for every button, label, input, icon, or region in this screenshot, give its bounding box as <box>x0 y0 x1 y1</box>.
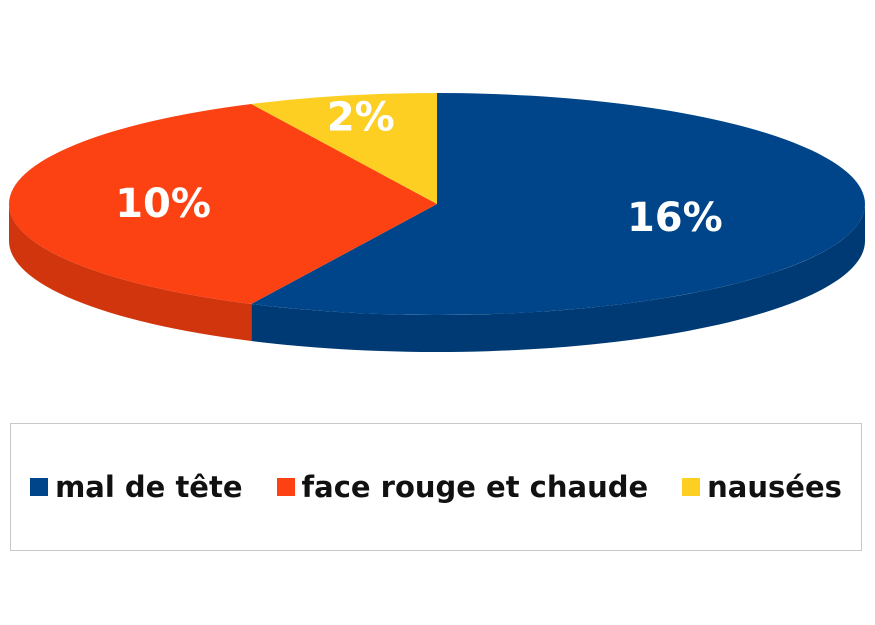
legend: mal de tête face rouge et chaude nausées <box>10 423 862 551</box>
legend-item-nausees: nausées <box>682 470 842 504</box>
pie-slice-side <box>251 204 866 353</box>
legend-label: nausées <box>707 470 842 504</box>
pie-data-label: 16% <box>627 195 723 241</box>
pie-top-faces <box>8 93 865 315</box>
pie-slice <box>251 93 865 315</box>
pie-data-label: 10% <box>115 181 211 227</box>
legend-label: mal de tête <box>55 470 243 504</box>
legend-item-face-rouge: face rouge et chaude <box>276 470 649 504</box>
legend-swatch <box>30 478 49 496</box>
pie-slice <box>251 93 437 204</box>
pie-chart-svg: 16% 10% 2% <box>8 93 866 353</box>
pie-chart: 16% 10% 2% <box>8 93 866 353</box>
legend-item-mal-de-tete: mal de tête <box>30 470 243 504</box>
pie-side-walls <box>9 204 866 353</box>
pie-slice <box>8 103 438 305</box>
pie-slice-side <box>9 204 252 342</box>
pie-data-label: 2% <box>327 94 395 140</box>
legend-swatch <box>276 478 295 496</box>
legend-swatch <box>682 478 701 496</box>
legend-label: face rouge et chaude <box>301 470 649 504</box>
